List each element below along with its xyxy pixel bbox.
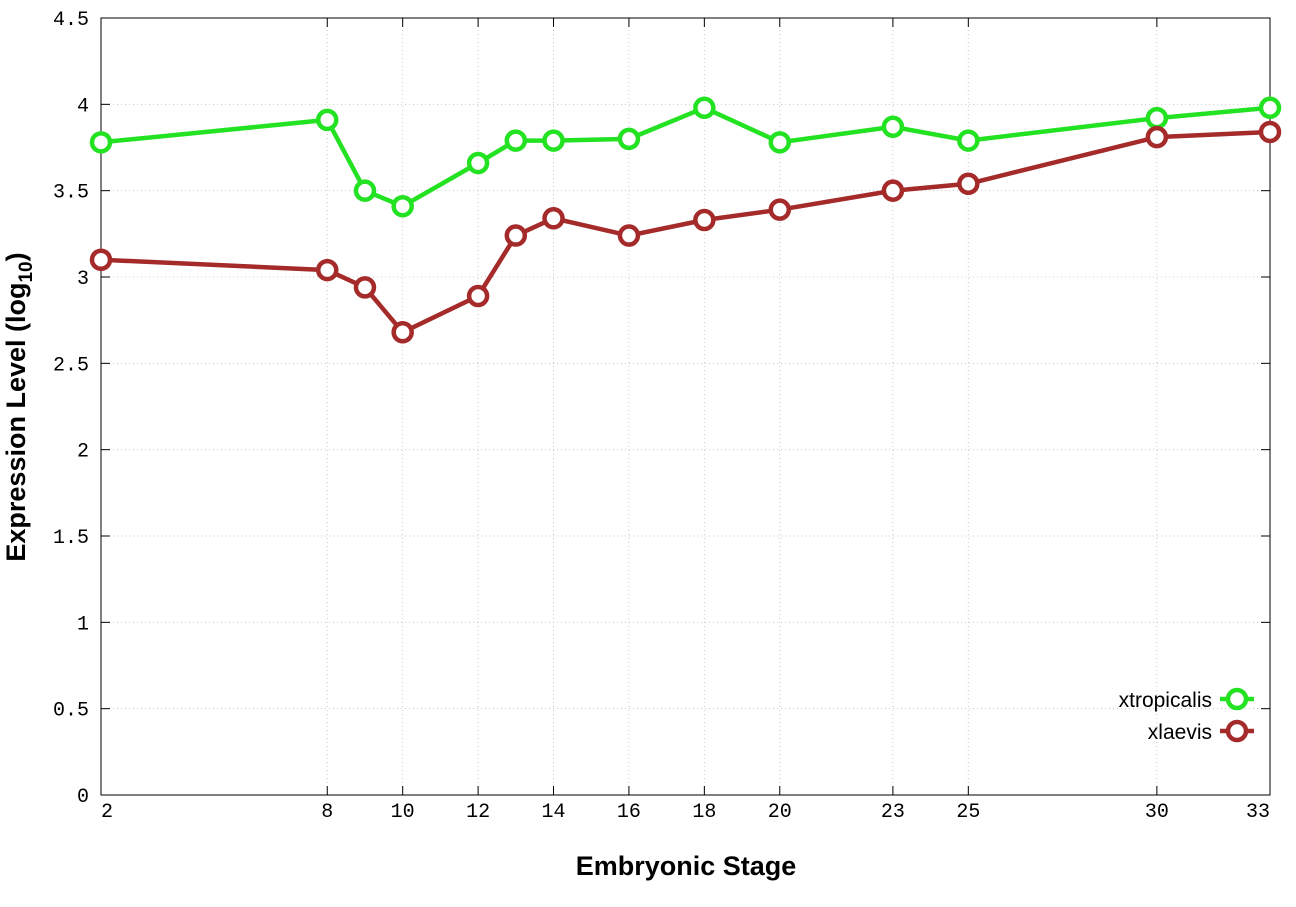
series-line [100,105,1271,209]
data-point [693,96,716,120]
data-point [957,129,980,152]
legend-label: xlaevis [1148,721,1212,744]
x-tick-label: 33 [1246,801,1270,824]
y-axis-title-main: Expression Level (log [1,283,31,562]
y-axis-title: Expression Level (log10) [1,252,37,561]
data-point [881,179,905,202]
y-tick-label: 2.5 [53,354,89,377]
legend-item: xtropicalis [1119,687,1254,712]
x-tick-label: 2 [101,801,113,824]
data-point [957,172,980,196]
data-point [768,198,792,221]
grid [101,18,1270,795]
series-xlaevis [89,120,1282,344]
y-tick-label: 1 [77,613,89,636]
x-tick-label: 23 [881,801,905,824]
data-point [1258,120,1282,144]
data-point [391,321,414,344]
x-tick-label: 8 [321,801,333,824]
data-point [881,115,905,139]
series-line [100,129,1271,335]
data-point [466,151,490,175]
legend: xtropicalis xlaevis [1119,687,1254,744]
x-tick-label: 20 [768,801,792,824]
x-tick-label: 12 [466,801,490,824]
y-tick-label: 4 [77,95,89,118]
data-point [1145,125,1169,149]
legend-swatch-marker [1225,719,1249,743]
x-axis-title: Embryonic Stage [576,851,797,881]
data-point [768,131,792,154]
axis-ticks: 0 0.5 1 1.5 2 2.5 3 3.5 4 4.5 2 8 10 12 14 16 18 20 23 25 30… [53,9,1271,824]
data-point [466,284,490,308]
legend-swatch-marker [1225,687,1249,711]
y-axis-title-subscript: 10 [16,261,37,282]
y-tick-label: 4.5 [53,9,89,32]
data-point [353,276,377,299]
plot-frame [100,17,1271,796]
x-tick-label: 10 [391,801,415,824]
data-point [504,224,528,247]
data-point [1145,106,1169,130]
y-tick-label: 3 [77,268,89,291]
x-tick-label: 16 [617,801,641,824]
data-point [89,131,113,154]
series-group [89,96,1282,344]
data-point [316,258,339,282]
legend-label: xtropicalis [1119,689,1212,712]
data-point [1258,96,1282,120]
data-point [89,248,113,271]
x-tick-label: 25 [956,801,980,824]
y-axis-title-close: ) [1,252,31,261]
x-tick-label: 14 [542,801,566,824]
y-tick-label: 1.5 [53,527,89,550]
data-point [391,194,414,218]
x-tick-label: 30 [1145,801,1169,824]
x-tick-label: 18 [692,801,716,824]
legend-item: xlaevis [1148,719,1254,744]
data-point [617,224,641,247]
y-tick-label: 3.5 [53,182,89,205]
data-point [542,129,565,152]
data-point [353,179,377,202]
data-point [316,108,339,132]
data-point [617,127,641,151]
series-xtropicalis [89,96,1282,218]
y-tick-label: 2 [77,441,89,464]
y-tick-label: 0.5 [53,700,89,723]
data-point [693,208,716,232]
y-tick-label: 0 [77,786,89,809]
data-point [504,129,528,152]
data-point [542,207,565,230]
